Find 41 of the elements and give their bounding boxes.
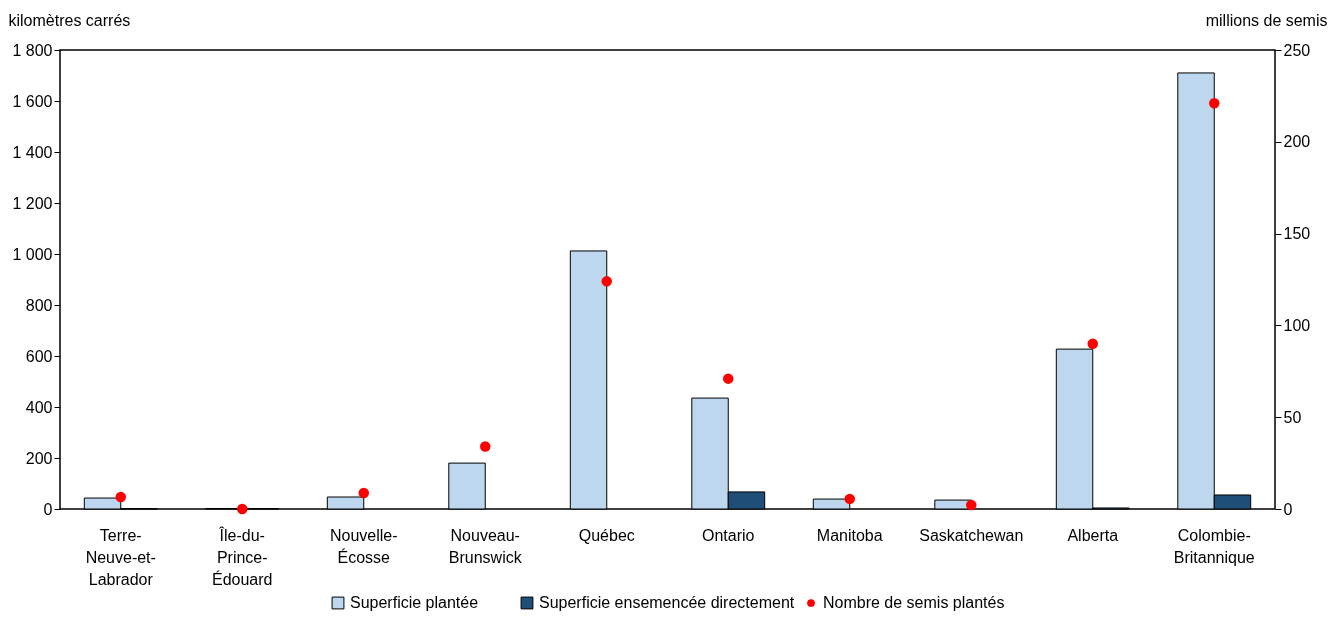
x-tick-label: Nouveau-Brunswick bbox=[448, 526, 523, 566]
point bbox=[115, 491, 126, 503]
point bbox=[1087, 338, 1098, 349]
point bbox=[723, 373, 734, 384]
y2-tick-label: 200 bbox=[1283, 133, 1311, 151]
y2-tick-label: 150 bbox=[1283, 225, 1311, 243]
point bbox=[358, 487, 369, 499]
x-tick-label: Ontario bbox=[702, 526, 755, 544]
point bbox=[601, 276, 612, 287]
x-tick-label: Manitoba bbox=[816, 526, 883, 544]
x-tick-label: Terre-Neuve-et-Labrador bbox=[85, 526, 156, 588]
y-axis-title: kilomètres carrés bbox=[8, 11, 131, 29]
legend-label: Superficie plantée bbox=[350, 594, 479, 611]
y-tick-label: 1 200 bbox=[12, 194, 53, 212]
x-tick-label: Alberta bbox=[1067, 526, 1119, 544]
y2-tick-label: 0 bbox=[1283, 500, 1293, 518]
legend-label: Superficie ensemencée directement bbox=[539, 594, 795, 611]
y2-tick-label: 100 bbox=[1283, 316, 1311, 334]
point bbox=[237, 503, 248, 515]
x-tick-label: Nouvelle-Écosse bbox=[329, 526, 398, 566]
x-tick-label: Québec bbox=[578, 526, 635, 544]
x-tick-label: Île-du-Prince-Édouard bbox=[212, 525, 273, 588]
legend-label: Nombre de semis plantés bbox=[823, 594, 1005, 611]
x-tick-label: Colombie-Britannique bbox=[1173, 526, 1255, 566]
y2-tick-label: 50 bbox=[1283, 408, 1302, 426]
y-tick-label: 1 000 bbox=[12, 245, 53, 263]
point bbox=[966, 499, 977, 511]
y-tick-label: 600 bbox=[25, 347, 53, 365]
y-tick-label: 800 bbox=[25, 296, 53, 314]
y-tick-label: 400 bbox=[25, 398, 53, 416]
y-tick-label: 1 600 bbox=[12, 92, 53, 110]
y-tick-label: 0 bbox=[43, 500, 53, 518]
point bbox=[480, 441, 491, 452]
y2-tick-label: 250 bbox=[1283, 41, 1311, 59]
x-tick-label: Saskatchewan bbox=[919, 526, 1024, 544]
y-tick-label: 200 bbox=[25, 449, 53, 467]
point bbox=[1209, 98, 1220, 109]
y2-axis-title: millions de semis bbox=[1205, 11, 1328, 29]
point bbox=[844, 493, 855, 505]
y-tick-label: 1 800 bbox=[12, 41, 53, 59]
y-tick-label: 1 400 bbox=[12, 143, 53, 161]
